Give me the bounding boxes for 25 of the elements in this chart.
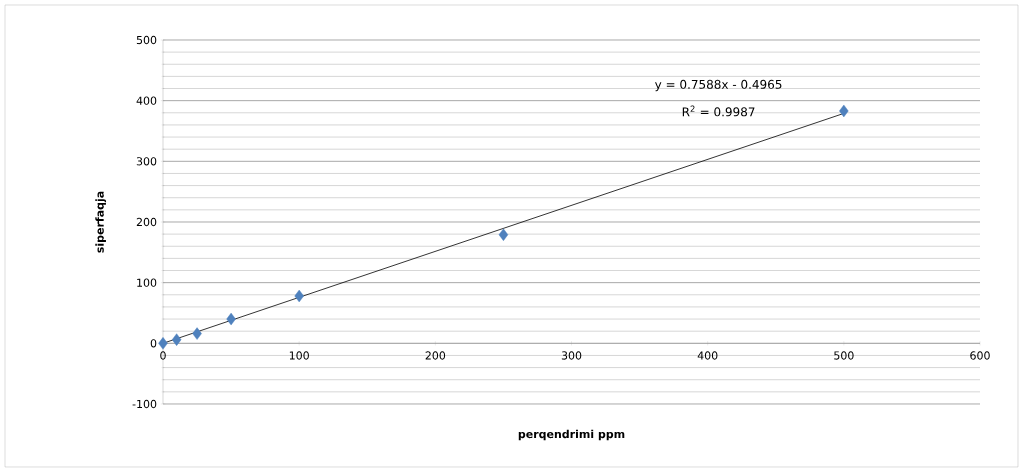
point: [498, 228, 509, 241]
x-tick-label: 0: [160, 351, 166, 360]
y-tick-label: 200: [136, 217, 157, 227]
x-tick-label: 600: [970, 351, 990, 360]
x-tick-label: 100: [289, 351, 309, 360]
y-tick-label: 300: [136, 157, 157, 166]
point: [226, 312, 236, 326]
point: [839, 104, 849, 118]
y-tick-label: 400: [136, 96, 157, 105]
x-tick-label: 400: [697, 351, 718, 360]
point: [294, 289, 304, 303]
point: [158, 337, 168, 350]
y-tick-label: 0: [150, 339, 157, 348]
x-tick-label: 200: [425, 351, 446, 360]
y-axis-title: siperfaqja: [95, 191, 107, 253]
x-axis-title: perqendrimi ppm: [518, 429, 625, 441]
y-tick-label: -100: [132, 399, 157, 409]
y-tick-label: 100: [137, 278, 157, 287]
annotation: y = 0.7588x - 0.4965: [655, 79, 782, 92]
x-tick-label: 500: [834, 351, 854, 360]
y-tick-label: 500: [136, 35, 157, 45]
point: [171, 333, 182, 346]
annotation: R$^{2}$ = 0.9987: [682, 105, 755, 117]
point: [192, 327, 202, 340]
x-tick-label: 300: [561, 351, 582, 360]
